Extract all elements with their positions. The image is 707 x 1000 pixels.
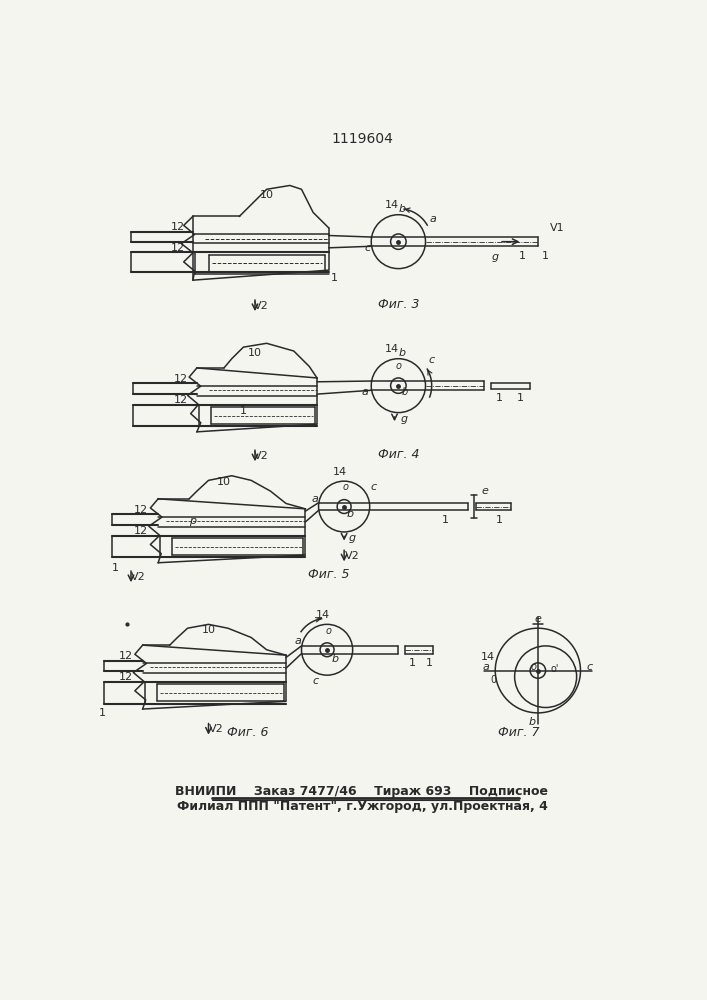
Text: c: c (428, 355, 435, 365)
Text: g: g (349, 533, 356, 543)
Text: 14: 14 (481, 652, 495, 662)
Text: Фиг. 5: Фиг. 5 (308, 568, 349, 581)
Text: Филиал ППП "Патент", г.Ужгород, ул.Проектная, 4: Филиал ППП "Патент", г.Ужгород, ул.Проек… (177, 800, 547, 813)
Text: c: c (312, 676, 319, 686)
Text: V2: V2 (209, 724, 223, 734)
Text: 12: 12 (119, 651, 133, 661)
Text: 10: 10 (201, 625, 216, 635)
Text: a: a (294, 636, 301, 646)
Text: 14: 14 (385, 344, 399, 354)
Text: 10: 10 (248, 348, 262, 358)
Text: V1: V1 (550, 223, 565, 233)
Text: o': o' (551, 664, 559, 674)
Text: 1: 1 (441, 515, 448, 525)
Text: e: e (481, 486, 489, 496)
Text: 12: 12 (175, 374, 189, 384)
Text: 1: 1 (496, 393, 503, 403)
Text: 12: 12 (170, 222, 185, 232)
Text: 1: 1 (519, 251, 526, 261)
Text: 14: 14 (316, 610, 330, 620)
Text: Фиг. 7: Фиг. 7 (498, 726, 539, 739)
Text: b: b (332, 654, 339, 664)
Text: b: b (402, 387, 408, 397)
Text: c: c (364, 243, 370, 253)
Text: o: o (343, 482, 349, 492)
Text: 12: 12 (119, 672, 133, 682)
Text: 1: 1 (409, 658, 416, 668)
Text: b: b (346, 509, 354, 519)
Text: o: o (531, 662, 537, 672)
Text: b: b (528, 717, 535, 727)
Text: 0: 0 (491, 675, 497, 685)
Text: 1: 1 (496, 515, 503, 525)
Text: a: a (482, 662, 489, 672)
Text: 1: 1 (99, 708, 106, 718)
Text: c: c (370, 482, 377, 492)
Text: Фиг. 6: Фиг. 6 (226, 726, 268, 739)
Text: 1119604: 1119604 (332, 132, 394, 146)
Text: 14: 14 (385, 200, 399, 210)
Text: a: a (361, 387, 368, 397)
Text: a: a (311, 494, 318, 504)
Text: ВНИИПИ    Заказ 7477/46    Тираж 693    Подписное: ВНИИПИ Заказ 7477/46 Тираж 693 Подписное (175, 785, 549, 798)
Text: 12: 12 (170, 243, 185, 253)
Text: b: b (399, 348, 406, 358)
Text: V2: V2 (344, 551, 359, 561)
Text: g: g (491, 252, 499, 262)
Text: 1: 1 (332, 273, 339, 283)
Text: p: p (189, 516, 197, 526)
Text: o: o (395, 361, 402, 371)
Text: c: c (587, 662, 593, 672)
Text: Фиг. 3: Фиг. 3 (378, 298, 419, 311)
Text: 1: 1 (426, 658, 433, 668)
Text: 1: 1 (240, 406, 247, 416)
Text: 1: 1 (542, 251, 549, 261)
Text: 14: 14 (333, 467, 347, 477)
Text: a: a (430, 214, 437, 224)
Text: o: o (326, 626, 332, 636)
Text: b: b (399, 204, 406, 214)
Text: V2: V2 (254, 301, 269, 311)
Text: 12: 12 (175, 395, 189, 405)
Text: V2: V2 (132, 572, 146, 582)
Text: 1: 1 (112, 563, 119, 573)
Text: Фиг. 4: Фиг. 4 (378, 448, 419, 461)
Text: 12: 12 (134, 505, 148, 515)
Text: 1: 1 (518, 393, 525, 403)
Text: 10: 10 (259, 190, 274, 200)
Text: g: g (401, 414, 408, 424)
Text: 12: 12 (134, 526, 148, 536)
Text: V2: V2 (254, 451, 269, 461)
Text: e: e (534, 614, 542, 624)
Text: 10: 10 (217, 477, 231, 487)
